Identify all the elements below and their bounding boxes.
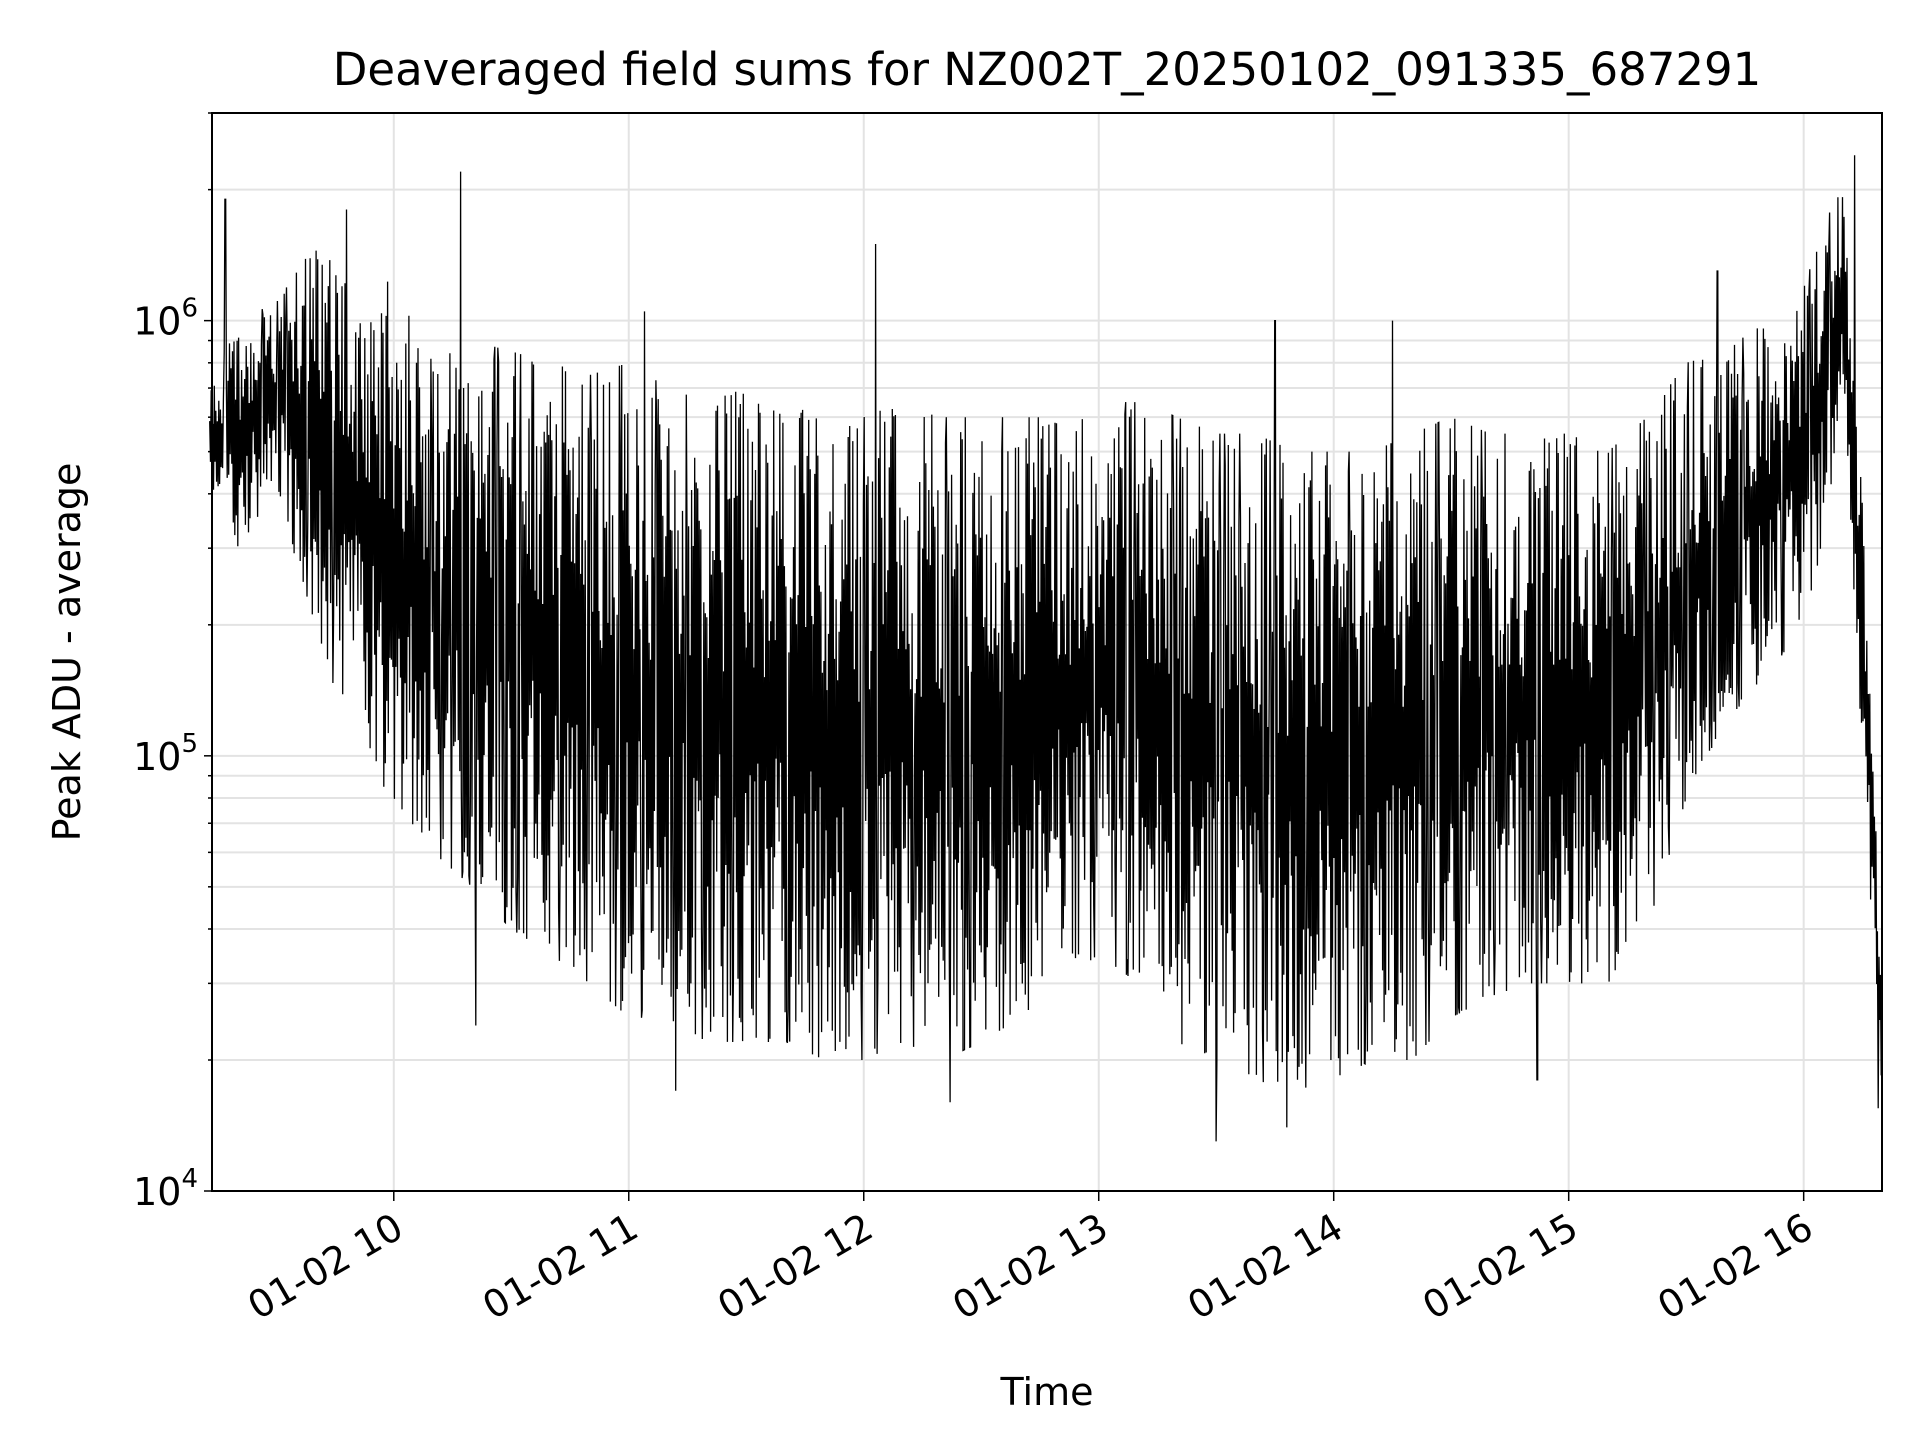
x-axis-label: Time (1000, 1370, 1094, 1414)
x-tick-label: 01-02 15 (1415, 1205, 1585, 1329)
y-tick-label: 104 (133, 1164, 198, 1214)
y-tick-label: 105 (133, 729, 198, 779)
series-line (209, 155, 1883, 1142)
x-tick-label: 01-02 13 (945, 1205, 1115, 1329)
x-tick-label: 01-02 10 (240, 1205, 410, 1329)
x-tick-label: 01-02 16 (1650, 1205, 1820, 1329)
y-tick-label: 106 (133, 294, 198, 344)
chart-title: Deaveraged field sums for NZ002T_2025010… (333, 43, 1762, 96)
x-tick-label: 01-02 14 (1180, 1205, 1350, 1329)
series-layer (209, 155, 1883, 1142)
x-tick-label: 01-02 12 (710, 1205, 880, 1329)
plot-frame (211, 112, 1883, 1192)
x-tick-label: 01-02 11 (475, 1205, 645, 1329)
y-axis-label: Peak ADU - average (45, 463, 89, 842)
